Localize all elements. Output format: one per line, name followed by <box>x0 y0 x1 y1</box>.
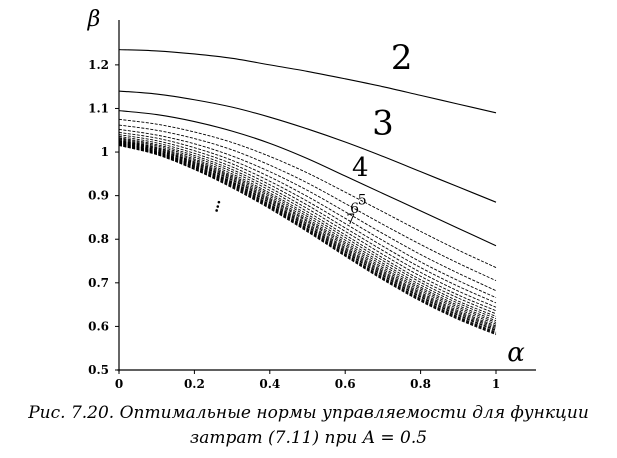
annotation-layer: 2 34 567 <box>346 38 412 228</box>
axes: 0.50.60.70.80.911.11.20 0.2 0.4 0.6 0.8 1αβ <box>87 7 536 391</box>
series-line-7 <box>118 128 497 292</box>
x-tick-label: 0.2 <box>184 377 205 391</box>
series-line-4 <box>118 110 497 247</box>
stray-dot <box>217 200 221 204</box>
series-line <box>118 142 497 330</box>
series-line-6 <box>118 124 497 282</box>
figure-caption-line-2: затрат (7.11) при A = 0.5 <box>189 428 428 448</box>
stray-dot <box>216 205 220 208</box>
series-layer <box>118 49 497 336</box>
curve-label: 2 <box>391 38 413 78</box>
series-line <box>118 145 497 336</box>
chart: 0.50.60.70.80.911.11.20 0.2 0.4 0.6 0.8 1αβ 2… <box>87 7 536 391</box>
series-line <box>118 135 497 308</box>
series-line <box>118 131 497 299</box>
series-line <box>118 141 497 327</box>
series-line <box>118 134 497 304</box>
series-line <box>118 144 497 334</box>
curve-label: 6 <box>350 201 359 217</box>
series-line <box>118 143 497 333</box>
series-line <box>118 141 497 325</box>
series-line <box>118 142 497 328</box>
series-line <box>118 142 497 331</box>
curve-label: 3 <box>372 104 394 144</box>
y-tick-label: 0.7 <box>88 276 109 290</box>
series-line <box>118 144 497 335</box>
curve-label: 7 <box>346 212 355 228</box>
x-axis-label: α <box>507 338 525 368</box>
y-tick-label: 1.1 <box>88 101 109 115</box>
y-axis-label: β <box>87 7 101 32</box>
x-tick-label: 0 <box>115 377 123 391</box>
figure-caption-line-1: Рис. 7.20. Оптимальные нормы управляемос… <box>28 403 589 423</box>
y-tick-label: 0.6 <box>88 319 109 333</box>
series-line <box>118 143 497 332</box>
series-line <box>118 138 497 317</box>
series-line <box>118 137 497 312</box>
y-tick-label: 1 <box>101 145 109 159</box>
series-line-5 <box>118 118 497 268</box>
stray-dot <box>215 209 218 212</box>
y-tick-label: 0.9 <box>88 189 109 203</box>
y-tick-label: 1.2 <box>88 58 109 72</box>
series-line <box>118 138 497 315</box>
x-tick-label: 0.8 <box>410 377 431 391</box>
curve-label: 5 <box>358 192 367 208</box>
y-tick-label: 0.5 <box>88 363 109 377</box>
x-tick-label: 0.4 <box>259 377 280 391</box>
series-line <box>118 139 497 319</box>
y-tick-label: 0.8 <box>88 232 109 246</box>
x-tick-label: 1 <box>492 377 500 391</box>
series-line-3 <box>118 90 497 203</box>
series-line-2 <box>118 49 497 114</box>
series-line <box>118 140 497 322</box>
curve-label: 4 <box>352 153 369 183</box>
x-tick-label: 0.6 <box>335 377 356 391</box>
